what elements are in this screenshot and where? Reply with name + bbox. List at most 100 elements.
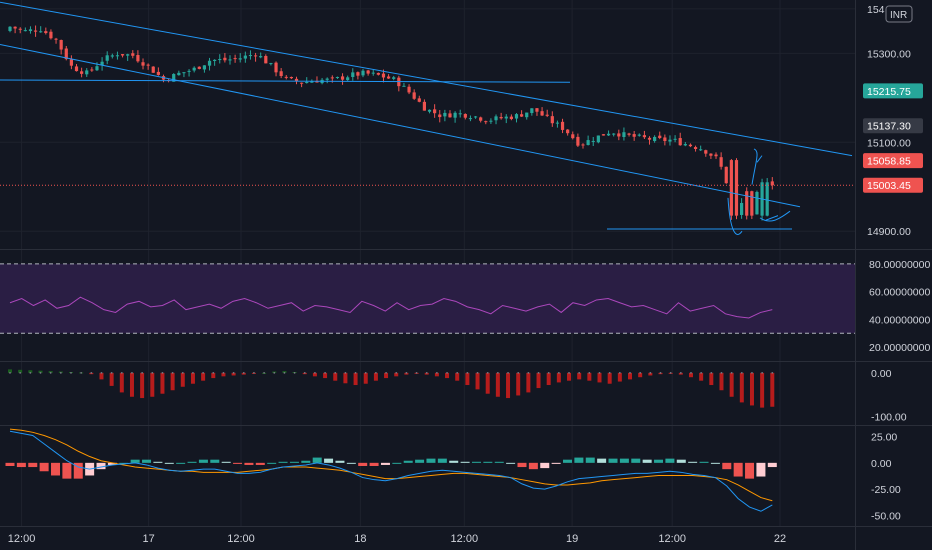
candle-body[interactable] (555, 122, 560, 124)
macd-histogram-bar[interactable] (16, 462, 26, 468)
candle-body[interactable] (448, 113, 452, 118)
candle-body[interactable] (724, 166, 728, 184)
candle-body[interactable] (729, 160, 733, 216)
macd-panel[interactable] (5, 428, 777, 512)
candle-body[interactable] (407, 86, 411, 93)
candle-body[interactable] (494, 116, 498, 121)
currency-box[interactable] (885, 5, 913, 23)
macd-histogram-bar[interactable] (73, 462, 83, 479)
price-badge[interactable] (863, 118, 923, 134)
candle-body[interactable] (381, 73, 386, 78)
oscillator-bar[interactable] (323, 372, 328, 379)
candle-body[interactable] (264, 56, 268, 64)
macd-histogram-bar[interactable] (494, 461, 504, 463)
oscillator-bar[interactable] (455, 372, 460, 381)
macd-histogram-bar[interactable] (233, 462, 243, 464)
macd-histogram-bar[interactable] (187, 461, 197, 463)
candle-body[interactable] (560, 121, 565, 130)
candle-body[interactable] (105, 55, 109, 61)
macd-histogram-bar[interactable] (358, 462, 368, 466)
oscillator-bar[interactable] (333, 372, 338, 381)
candle-body[interactable] (172, 74, 176, 82)
candle-body[interactable] (371, 72, 375, 74)
macd-histogram-bar[interactable] (51, 462, 61, 476)
candle-body[interactable] (228, 59, 232, 61)
candle-body[interactable] (412, 92, 416, 99)
candle-body[interactable] (207, 60, 212, 66)
candle-body[interactable] (294, 78, 299, 82)
channel-lower-line[interactable] (0, 43, 801, 208)
candle-body[interactable] (417, 98, 421, 102)
macd-histogram-bar[interactable] (676, 459, 686, 463)
oscillator-bar[interactable] (485, 372, 490, 394)
candle-body[interactable] (218, 59, 222, 61)
macd-histogram-bar[interactable] (278, 461, 288, 463)
macd-histogram-bar[interactable] (119, 462, 129, 464)
macd-line[interactable] (9, 430, 773, 512)
candle-body[interactable] (243, 55, 247, 59)
macd-histogram-bar[interactable] (130, 459, 140, 463)
oscillator-bar[interactable] (28, 370, 33, 373)
macd-histogram-bar[interactable] (164, 462, 174, 464)
candle-body[interactable] (525, 112, 529, 118)
macd-histogram-bar[interactable] (324, 458, 334, 463)
oscillator-bar[interactable] (536, 372, 541, 389)
candle-body[interactable] (80, 71, 84, 74)
candle-body[interactable] (289, 76, 293, 79)
candle-body[interactable] (136, 55, 140, 62)
macd-histogram-bar[interactable] (745, 462, 755, 479)
candle-body[interactable] (683, 144, 687, 146)
candle-body[interactable] (95, 66, 99, 71)
candle-body[interactable] (54, 38, 58, 40)
macd-histogram-bar[interactable] (28, 462, 38, 468)
candle-body[interactable] (90, 69, 94, 71)
oscillator-bar[interactable] (312, 372, 317, 377)
candle-body[interactable] (581, 144, 585, 146)
oscillator-bar[interactable] (231, 372, 236, 376)
macd-histogram-bar[interactable] (722, 462, 732, 470)
candle-body[interactable] (126, 54, 130, 56)
candle-body[interactable] (310, 81, 314, 83)
candle-body[interactable] (612, 133, 616, 135)
macd-histogram-bar[interactable] (5, 462, 15, 466)
macd-histogram-bar[interactable] (551, 462, 561, 464)
oscillator-bar[interactable] (617, 372, 622, 382)
oscillator-bar[interactable] (8, 369, 12, 373)
time-axis[interactable]: 12:00 17 12:00 18 12:00 19 12:00 22 (8, 533, 786, 545)
oscillator-bar[interactable] (526, 372, 531, 393)
candle-body[interactable] (545, 114, 549, 116)
candle-body[interactable] (100, 61, 104, 66)
oscillator-bar[interactable] (577, 372, 582, 380)
candle-body[interactable] (504, 116, 508, 119)
candle-body[interactable] (376, 72, 380, 75)
oscillator-bar[interactable] (587, 372, 592, 381)
oscillator-bar[interactable] (180, 372, 185, 387)
candle-body[interactable] (433, 109, 437, 114)
candle-body[interactable] (704, 150, 708, 154)
macd-histogram-bar[interactable] (699, 461, 709, 463)
oscillator-bar[interactable] (749, 372, 754, 406)
oscillator-bar[interactable] (373, 372, 378, 381)
channel-upper-line[interactable] (0, 1, 853, 157)
macd-histogram-bar[interactable] (426, 458, 436, 463)
oscillator-bar[interactable] (384, 372, 389, 379)
candle-body[interactable] (192, 67, 196, 71)
oscillator-bar[interactable] (434, 372, 439, 377)
oscillator-bar[interactable] (648, 372, 653, 376)
candle-body[interactable] (340, 76, 345, 80)
candle-body[interactable] (668, 139, 672, 142)
candle-body[interactable] (427, 109, 432, 112)
candle-body[interactable] (550, 116, 554, 124)
candle-body[interactable] (627, 133, 631, 135)
oscillator-bar[interactable] (628, 372, 633, 380)
macd-histogram-bar[interactable] (153, 461, 163, 463)
oscillator-bar[interactable] (638, 372, 643, 378)
macd-histogram-bar[interactable] (631, 458, 641, 463)
macd-histogram-bar[interactable] (289, 461, 299, 463)
oscillator-bar[interactable] (150, 372, 155, 397)
candle-body[interactable] (632, 134, 636, 137)
candle-body[interactable] (325, 78, 329, 80)
candle-body[interactable] (366, 70, 370, 74)
macd-histogram-bar[interactable] (528, 462, 538, 470)
